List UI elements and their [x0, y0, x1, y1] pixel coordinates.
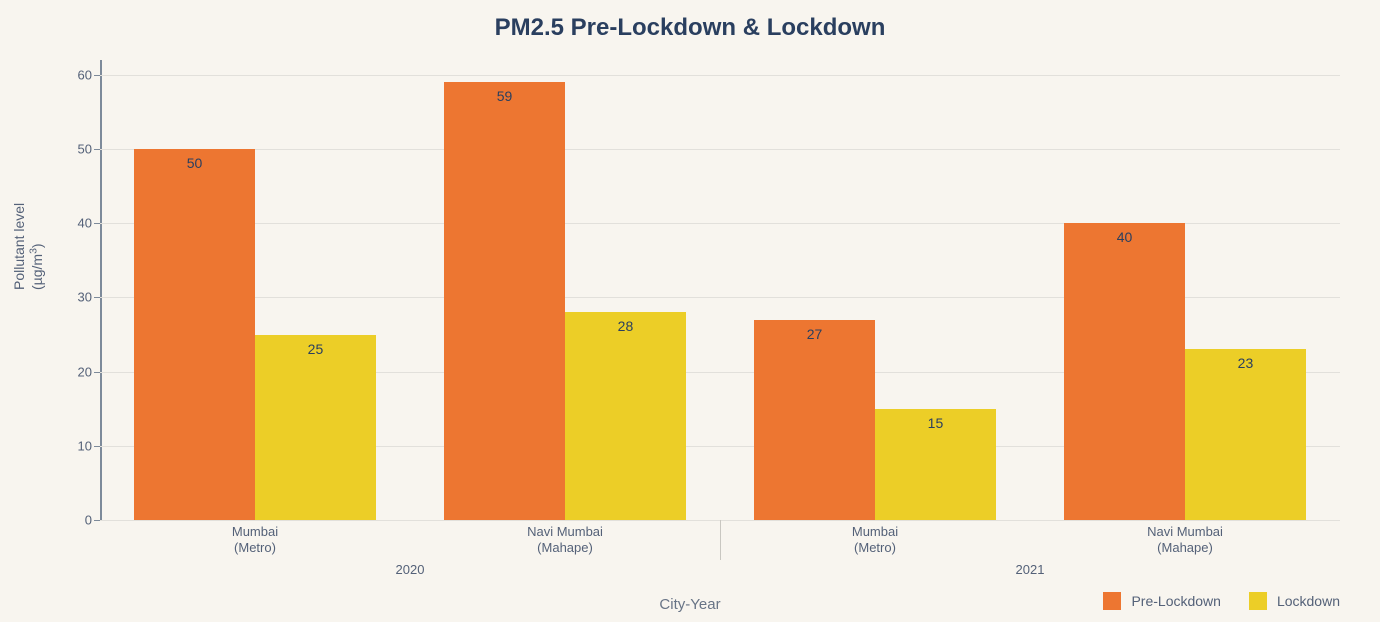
bar-value-label: 15: [875, 415, 996, 431]
y-tick-label: 20: [78, 364, 100, 379]
legend: Pre-Lockdown Lockdown: [1103, 592, 1340, 610]
y-tick-label: 30: [78, 290, 100, 305]
bar[interactable]: 27: [754, 320, 875, 520]
bar[interactable]: 23: [1185, 349, 1306, 520]
y-tick-label: 50: [78, 142, 100, 157]
legend-item-lockdown[interactable]: Lockdown: [1249, 592, 1340, 610]
x-axis-title: City-Year: [659, 596, 720, 613]
x-year-label: 2020: [396, 562, 425, 577]
bar-value-label: 23: [1185, 355, 1306, 371]
bar-value-label: 28: [565, 318, 686, 334]
legend-swatch-pre-lockdown: [1103, 592, 1121, 610]
x-group-label: Mumbai(Metro): [852, 524, 898, 557]
bar-value-label: 27: [754, 326, 875, 342]
plot-area: 0102030405060 5025592827154023: [100, 60, 1340, 520]
year-divider: [720, 520, 721, 560]
y-axis-title: Pollutant level (µg/m3): [11, 203, 45, 290]
bar[interactable]: 40: [1064, 223, 1185, 520]
bar-value-label: 50: [134, 155, 255, 171]
y-tick-label: 10: [78, 438, 100, 453]
x-year-label: 2021: [1016, 562, 1045, 577]
legend-swatch-lockdown: [1249, 592, 1267, 610]
bar-value-label: 40: [1064, 229, 1185, 245]
x-group-label: Navi Mumbai(Mahape): [1147, 524, 1223, 557]
chart-title: PM2.5 Pre-Lockdown & Lockdown: [0, 0, 1380, 42]
x-group-label: Mumbai(Metro): [232, 524, 278, 557]
bar[interactable]: 50: [134, 149, 255, 520]
y-axis-title-line1: Pollutant level: [11, 203, 27, 290]
bar[interactable]: 59: [444, 82, 565, 520]
y-tick-label: 60: [78, 67, 100, 82]
bar[interactable]: 28: [565, 312, 686, 520]
bar-value-label: 25: [255, 341, 376, 357]
bar[interactable]: 25: [255, 335, 376, 520]
y-axis-title-line2: (µg/m3): [29, 243, 45, 290]
y-tick-label: 0: [85, 513, 100, 528]
bar[interactable]: 15: [875, 409, 996, 520]
bar-value-label: 59: [444, 88, 565, 104]
bars-layer: 50 25 59 28 27 15 40 23: [100, 60, 1340, 520]
legend-label-pre-lockdown: Pre-Lockdown: [1131, 593, 1221, 609]
y-tick-label: 40: [78, 216, 100, 231]
legend-label-lockdown: Lockdown: [1277, 593, 1340, 609]
legend-item-pre-lockdown[interactable]: Pre-Lockdown: [1103, 592, 1221, 610]
x-group-label: Navi Mumbai(Mahape): [527, 524, 603, 557]
